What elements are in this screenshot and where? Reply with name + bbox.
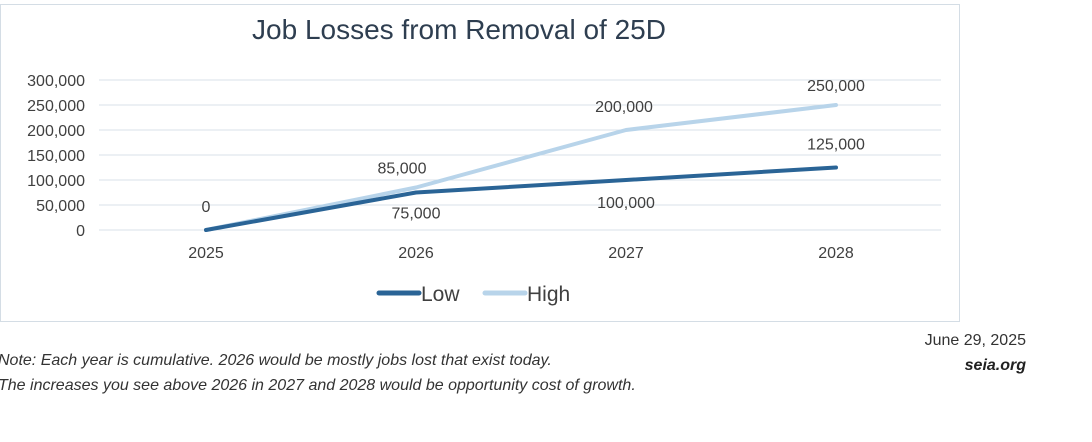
legend-label-high: High [527,283,570,306]
x-tick-label: 2025 [188,245,224,262]
y-tick-label: 250,000 [27,98,85,115]
legend: Low High [376,283,570,306]
gridlines [99,79,941,231]
x-tick-label: 2027 [608,245,644,262]
x-tick-label: 2028 [818,245,854,262]
data-label-low: 125,000 [807,137,865,154]
data-label-low: 100,000 [597,195,655,212]
series-line-high [204,103,838,232]
y-tick-label: 0 [76,223,85,240]
y-tick-label: 200,000 [27,123,85,140]
data-label-low: 75,000 [392,206,441,223]
series-line-low [204,165,838,232]
data-label-high: 85,000 [378,161,427,178]
legend-label-low: Low [421,283,460,306]
footnote-line-1: Note: Each year is cumulative. 2026 woul… [0,352,552,369]
y-tick-label: 300,000 [27,73,85,90]
footer-date: June 29, 2025 [924,332,1026,349]
data-label-high: 250,000 [807,78,865,95]
y-tick-label: 100,000 [27,173,85,190]
line-chart: Job Losses from Removal of 25D 0 50,000 10… [27,14,941,306]
data-label-high: 0 [202,199,211,216]
x-tick-label: 2026 [398,245,434,262]
data-labels: 75,000 100,000 125,000 0 85,000 200,000 250,00… [202,78,865,223]
y-tick-label: 150,000 [27,148,85,165]
y-tick-label: 50,000 [36,198,85,215]
footnote-line-2: The increases you see above 2026 in 2027… [0,377,636,394]
x-axis-ticks: 2025 2026 2027 2028 [188,245,854,262]
chart-title: Job Losses from Removal of 25D [252,14,666,45]
y-axis-ticks: 0 50,000 100,000 150,000 200,000 250,000 300,0… [27,73,85,240]
series-lines [204,103,838,232]
data-label-high: 200,000 [595,99,653,116]
chart-frame: Job Losses from Removal of 25D 0 50,000 10… [0,4,960,322]
footer-site[interactable]: seia.org [964,357,1026,374]
